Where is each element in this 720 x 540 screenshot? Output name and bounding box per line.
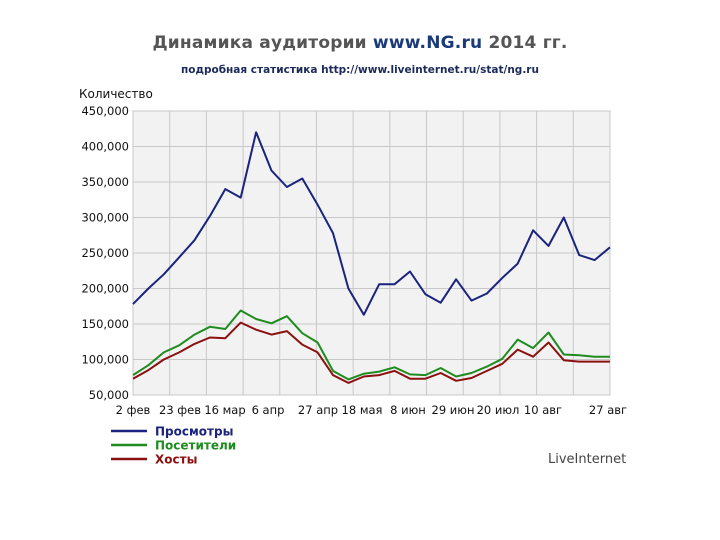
y-tick-label: 300,000 bbox=[81, 211, 129, 225]
y-tick-label: 150,000 bbox=[81, 317, 129, 331]
series-line bbox=[132, 309, 610, 381]
x-tick-label: 10 авг bbox=[524, 403, 562, 417]
x-tick-label: 18 мая bbox=[342, 403, 383, 417]
title-suffix: 2014 гг. bbox=[488, 33, 568, 53]
x-tick-label: 27 апр bbox=[298, 403, 338, 417]
legend-label: Посетители bbox=[155, 439, 236, 453]
y-tick-label: 250,000 bbox=[81, 246, 129, 260]
title-prefix: Динамика аудитории bbox=[152, 33, 367, 53]
legend-label: Просмотры bbox=[155, 425, 233, 439]
y-axis-label: Количество bbox=[79, 87, 153, 101]
x-tick-label: 27 авг bbox=[589, 403, 627, 417]
x-tick-label: 23 фев bbox=[159, 403, 201, 417]
chart-title: Динамика аудитории www.NG.ru 2014 гг. bbox=[0, 33, 720, 53]
y-tick-label: 450,000 bbox=[81, 104, 129, 118]
series-lines bbox=[132, 131, 611, 384]
grid-lines bbox=[132, 110, 611, 396]
series-line bbox=[132, 321, 610, 384]
series-line bbox=[132, 131, 611, 316]
legend-label: Хосты bbox=[155, 453, 197, 467]
x-tick-label: 29 июн bbox=[432, 403, 475, 417]
x-tick-label: 20 июл bbox=[477, 403, 520, 417]
y-tick-label: 200,000 bbox=[81, 282, 129, 296]
y-tick-label: 100,000 bbox=[81, 353, 129, 367]
chart-subtitle: подробная статистика http://www.liveinte… bbox=[181, 64, 539, 76]
x-tick-label: 6 апр bbox=[252, 403, 285, 417]
y-tick-label: 350,000 bbox=[81, 175, 129, 189]
y-tick-label: 50,000 bbox=[89, 388, 129, 402]
x-axis-ticks: 2 фев 23 фев 16 мар 6 апр 27 апр 18 мая 8 июн 2… bbox=[116, 403, 627, 417]
x-tick-label: 2 фев bbox=[116, 403, 151, 417]
x-tick-label: 16 мар bbox=[204, 403, 245, 417]
watermark-liveinternet: LiveInternet bbox=[548, 452, 627, 467]
title-site: www.NG.ru bbox=[372, 33, 483, 53]
y-tick-label: 400,000 bbox=[81, 140, 129, 154]
y-axis-ticks: 450,000 400,000 350,000 300,000 250,000 200,0… bbox=[81, 104, 129, 402]
x-tick-label: 8 июн bbox=[390, 403, 426, 417]
